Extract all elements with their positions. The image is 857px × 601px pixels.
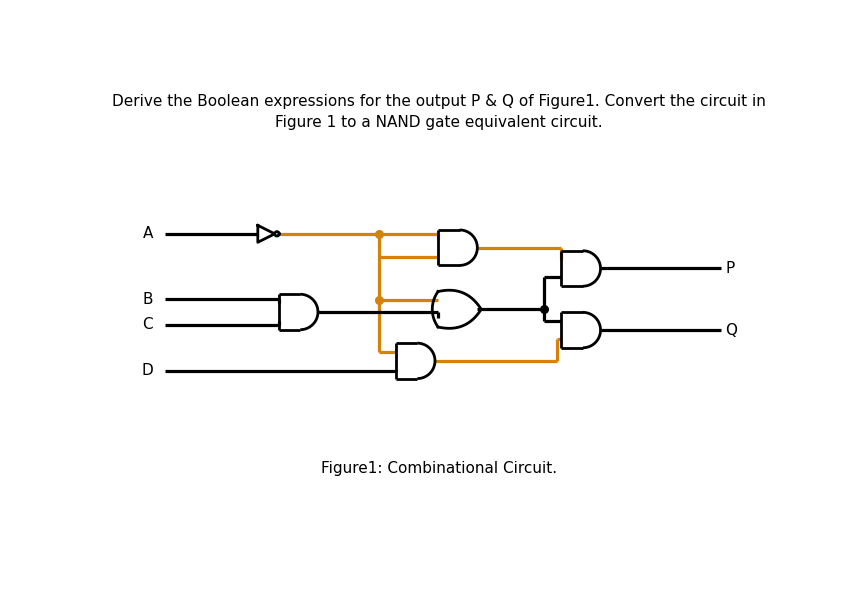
Text: C: C bbox=[142, 317, 153, 332]
Text: A: A bbox=[143, 227, 153, 242]
Text: P: P bbox=[725, 261, 734, 276]
Text: Q: Q bbox=[725, 323, 737, 338]
Text: Derive the Boolean expressions for the output P & Q of Figure1. Convert the circ: Derive the Boolean expressions for the o… bbox=[112, 94, 766, 130]
Text: Figure1: Combinational Circuit.: Figure1: Combinational Circuit. bbox=[321, 461, 557, 476]
Text: D: D bbox=[141, 364, 153, 379]
Text: B: B bbox=[142, 291, 153, 307]
